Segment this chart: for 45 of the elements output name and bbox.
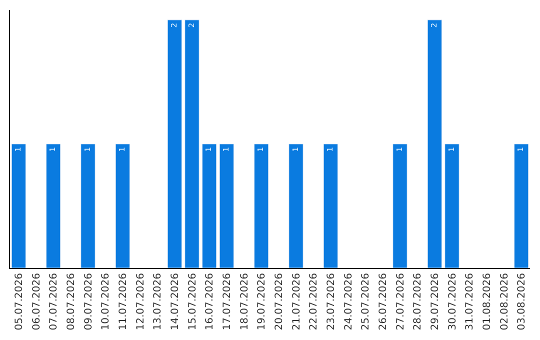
x-tick-label: 08.07.2026 (66, 273, 77, 330)
x-tick-label: 31.07.2026 (464, 273, 476, 330)
x-tick-label: 05.07.2026 (14, 273, 25, 330)
data-label: 1 (118, 146, 127, 152)
data-label: 1 (290, 146, 300, 152)
x-tick-label: 16.07.2026 (204, 273, 216, 330)
x-tick-label: 17.07.2026 (222, 273, 233, 330)
x-tick-label: 29.07.2026 (430, 273, 441, 330)
x-tick-label: 19.07.2026 (256, 273, 268, 330)
data-label: 1 (394, 146, 404, 152)
x-tick-label: 26.07.2026 (378, 273, 389, 330)
x-tick-label: 07.07.2026 (48, 273, 60, 330)
x-tick-label: 23.07.2026 (326, 273, 337, 330)
x-tick-label: 13.07.2026 (152, 273, 164, 330)
x-tick-label: 09.07.2026 (83, 273, 94, 330)
x-tick-label: 22.07.2026 (308, 273, 320, 330)
data-label: 1 (222, 146, 231, 152)
x-tick-label: 01.08.2026 (482, 273, 493, 330)
x-tick-label: 15.07.2026 (187, 273, 198, 330)
x-tick-label: 12.07.2026 (135, 273, 146, 330)
x-tick-label: 20.07.2026 (274, 273, 285, 330)
x-tick-label: 21.07.2026 (291, 273, 302, 330)
data-label: 2 (170, 22, 179, 28)
x-tick-label: 02.08.2026 (499, 273, 510, 330)
x-tick-label: 11.07.2026 (118, 273, 129, 330)
x-tick-label: 10.07.2026 (100, 273, 112, 330)
data-label: 2 (186, 22, 196, 28)
x-tick-label: 24.07.2026 (343, 273, 354, 330)
x-tick-label: 25.07.2026 (360, 273, 372, 330)
data-label: 1 (256, 146, 266, 152)
data-label: 1 (516, 146, 526, 152)
data-label: 2 (430, 22, 439, 28)
x-tick-label: 14.07.2026 (170, 273, 181, 330)
x-tick-label: 30.07.2026 (447, 273, 458, 330)
data-label: 1 (82, 146, 92, 152)
data-label: 1 (326, 146, 335, 152)
x-tick-label: 06.07.2026 (31, 273, 42, 330)
data-label: 1 (48, 146, 58, 152)
x-tick-label: 03.08.2026 (516, 273, 528, 330)
data-label: 1 (14, 146, 23, 152)
data-label: 1 (204, 146, 214, 152)
x-tick-label: 27.07.2026 (395, 273, 406, 330)
data-label: 1 (446, 146, 456, 152)
x-tick-label: 18.07.2026 (239, 273, 250, 330)
x-tick-label: 28.07.2026 (412, 273, 424, 330)
